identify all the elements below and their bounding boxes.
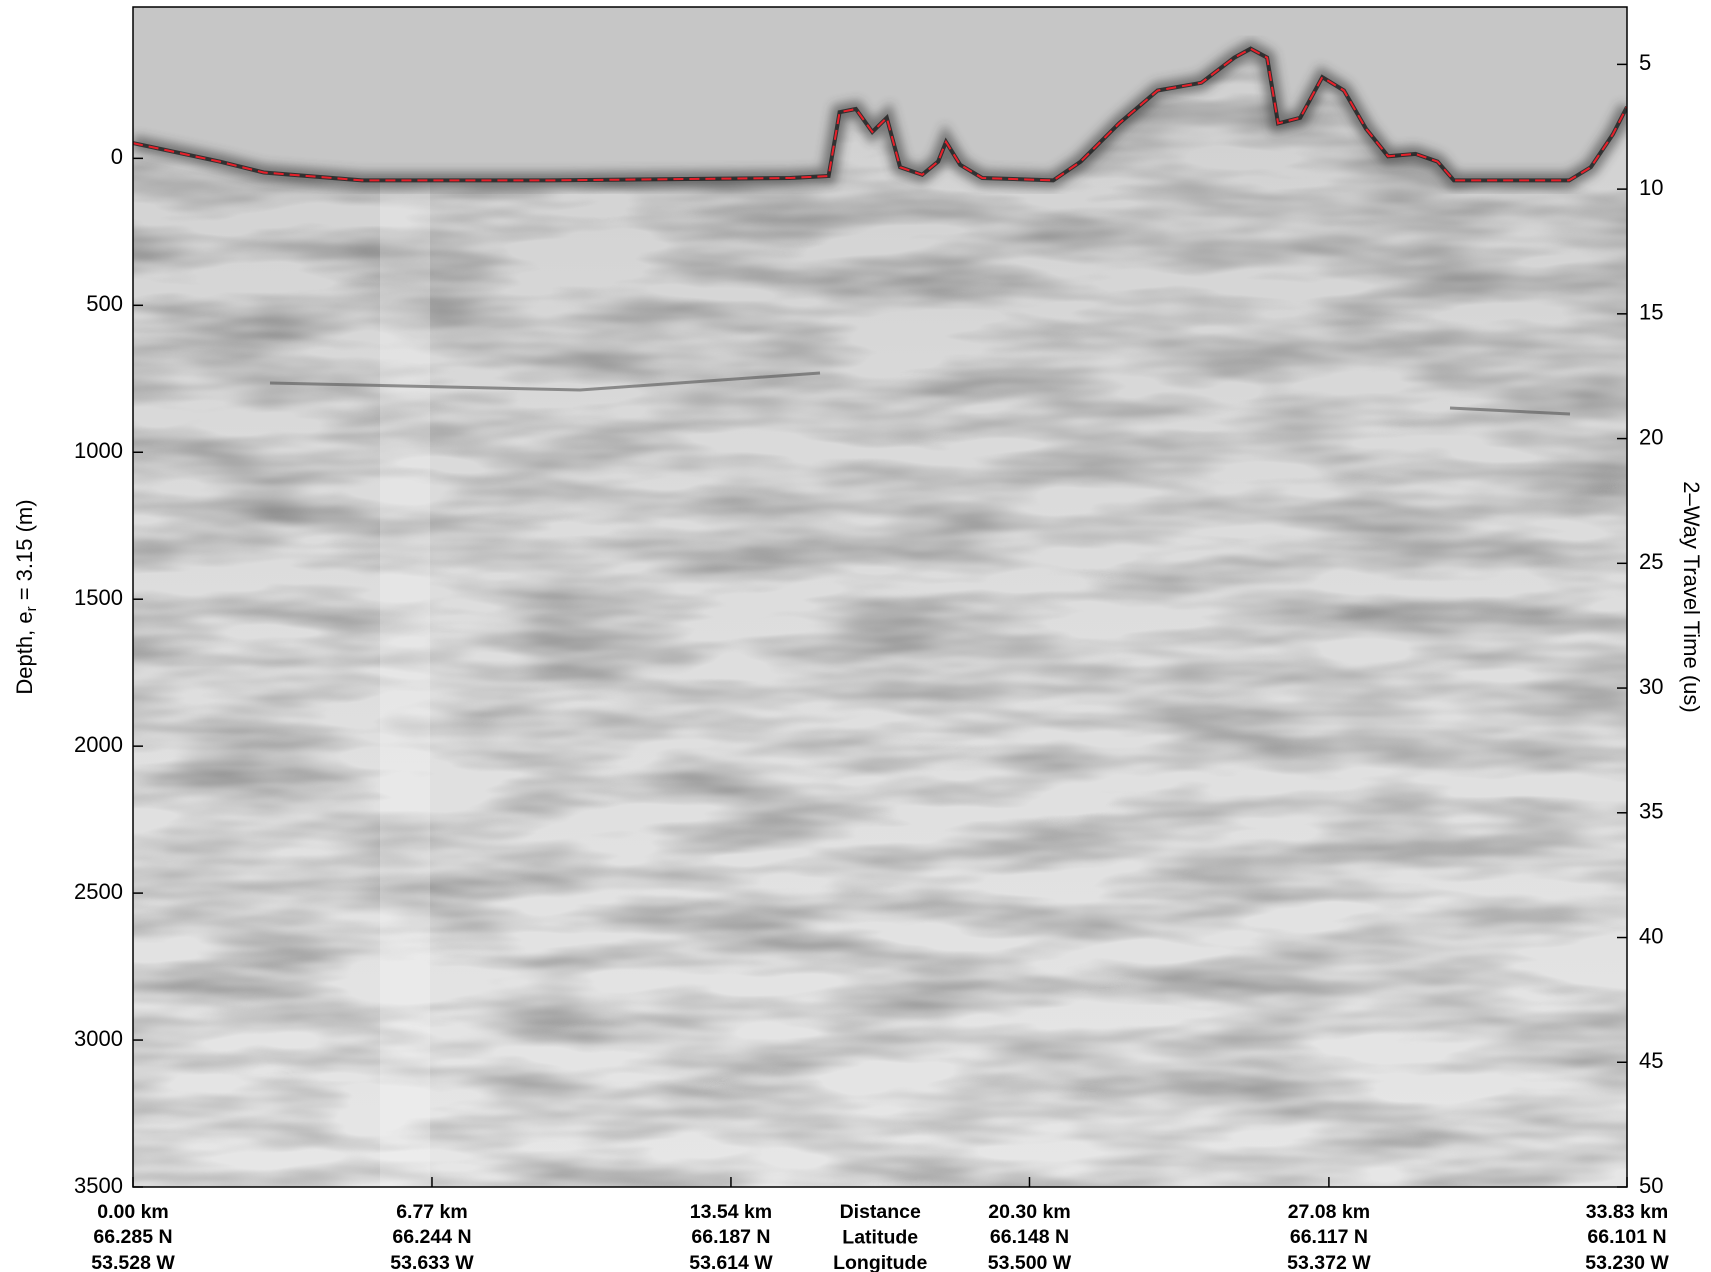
y2-tick-label: 45	[1639, 1048, 1663, 1073]
x-tick-latitude: 66.117 N	[1290, 1226, 1368, 1248]
y2-tick-label: 50	[1639, 1173, 1663, 1198]
x-tick-label: 20.30 km	[988, 1201, 1070, 1223]
x-tick-label: 33.83 km	[1586, 1201, 1668, 1223]
y-tick-label: 1000	[74, 438, 123, 463]
echogram-streak	[380, 7, 430, 1187]
y-tick-label: 2500	[74, 879, 123, 904]
x-tick-latitude: 66.101 N	[1587, 1226, 1666, 1248]
x-tick-longitude: 53.230 W	[1585, 1252, 1669, 1272]
x-tick-longitude: 53.614 W	[689, 1252, 773, 1272]
x-tick-longitude: 53.500 W	[988, 1252, 1072, 1272]
y2-tick-label: 20	[1639, 424, 1663, 449]
y2-tick-label: 35	[1639, 799, 1663, 824]
y2-tick-label: 40	[1639, 923, 1663, 948]
y-tick-label: 3000	[74, 1026, 123, 1051]
x-tick-label: 13.54 km	[690, 1201, 772, 1223]
y2-tick-label: 10	[1639, 175, 1663, 200]
x-tick-longitude: 53.528 W	[91, 1252, 175, 1272]
internal-layer	[269, 371, 821, 392]
echogram	[133, 7, 1627, 1187]
x-row-label: Distance	[840, 1201, 921, 1223]
y2-tick-label: 5	[1639, 50, 1651, 75]
x-row-label: Latitude	[842, 1227, 918, 1249]
echogram-texture	[133, 7, 1627, 1187]
x-tick-label: 0.00 km	[97, 1201, 169, 1223]
x-tick-longitude: 53.372 W	[1287, 1252, 1371, 1272]
x-tick-latitude: 66.244 N	[392, 1226, 471, 1248]
y-tick-label: 1500	[74, 585, 123, 610]
y2-axis-label: 2–Way Travel Time (us)	[1679, 481, 1704, 712]
x-row-label: Longitude	[833, 1252, 927, 1272]
x-tick-label: 6.77 km	[396, 1201, 468, 1223]
surface-region	[133, 7, 1627, 181]
y-tick-label: 500	[86, 291, 123, 316]
y2-tick-label: 15	[1639, 300, 1663, 325]
plot-frame	[132, 6, 1628, 1188]
x-tick-longitude: 53.633 W	[390, 1252, 474, 1272]
y-tick-label: 0	[111, 144, 123, 169]
y-tick-label: 3500	[74, 1173, 123, 1198]
y-tick-label: 2000	[74, 732, 123, 757]
x-tick-latitude: 66.187 N	[691, 1226, 770, 1248]
y2-tick-label: 25	[1639, 549, 1663, 574]
y-axis-label: Depth, er = 3.15 (m)	[12, 499, 40, 694]
y2-tick-label: 30	[1639, 674, 1663, 699]
x-tick-latitude: 66.285 N	[93, 1226, 172, 1248]
x-tick-label: 27.08 km	[1288, 1201, 1370, 1223]
surface-pick-line	[133, 47, 1627, 182]
internal-layer	[1449, 406, 1571, 416]
x-tick-latitude: 66.148 N	[990, 1226, 1069, 1248]
